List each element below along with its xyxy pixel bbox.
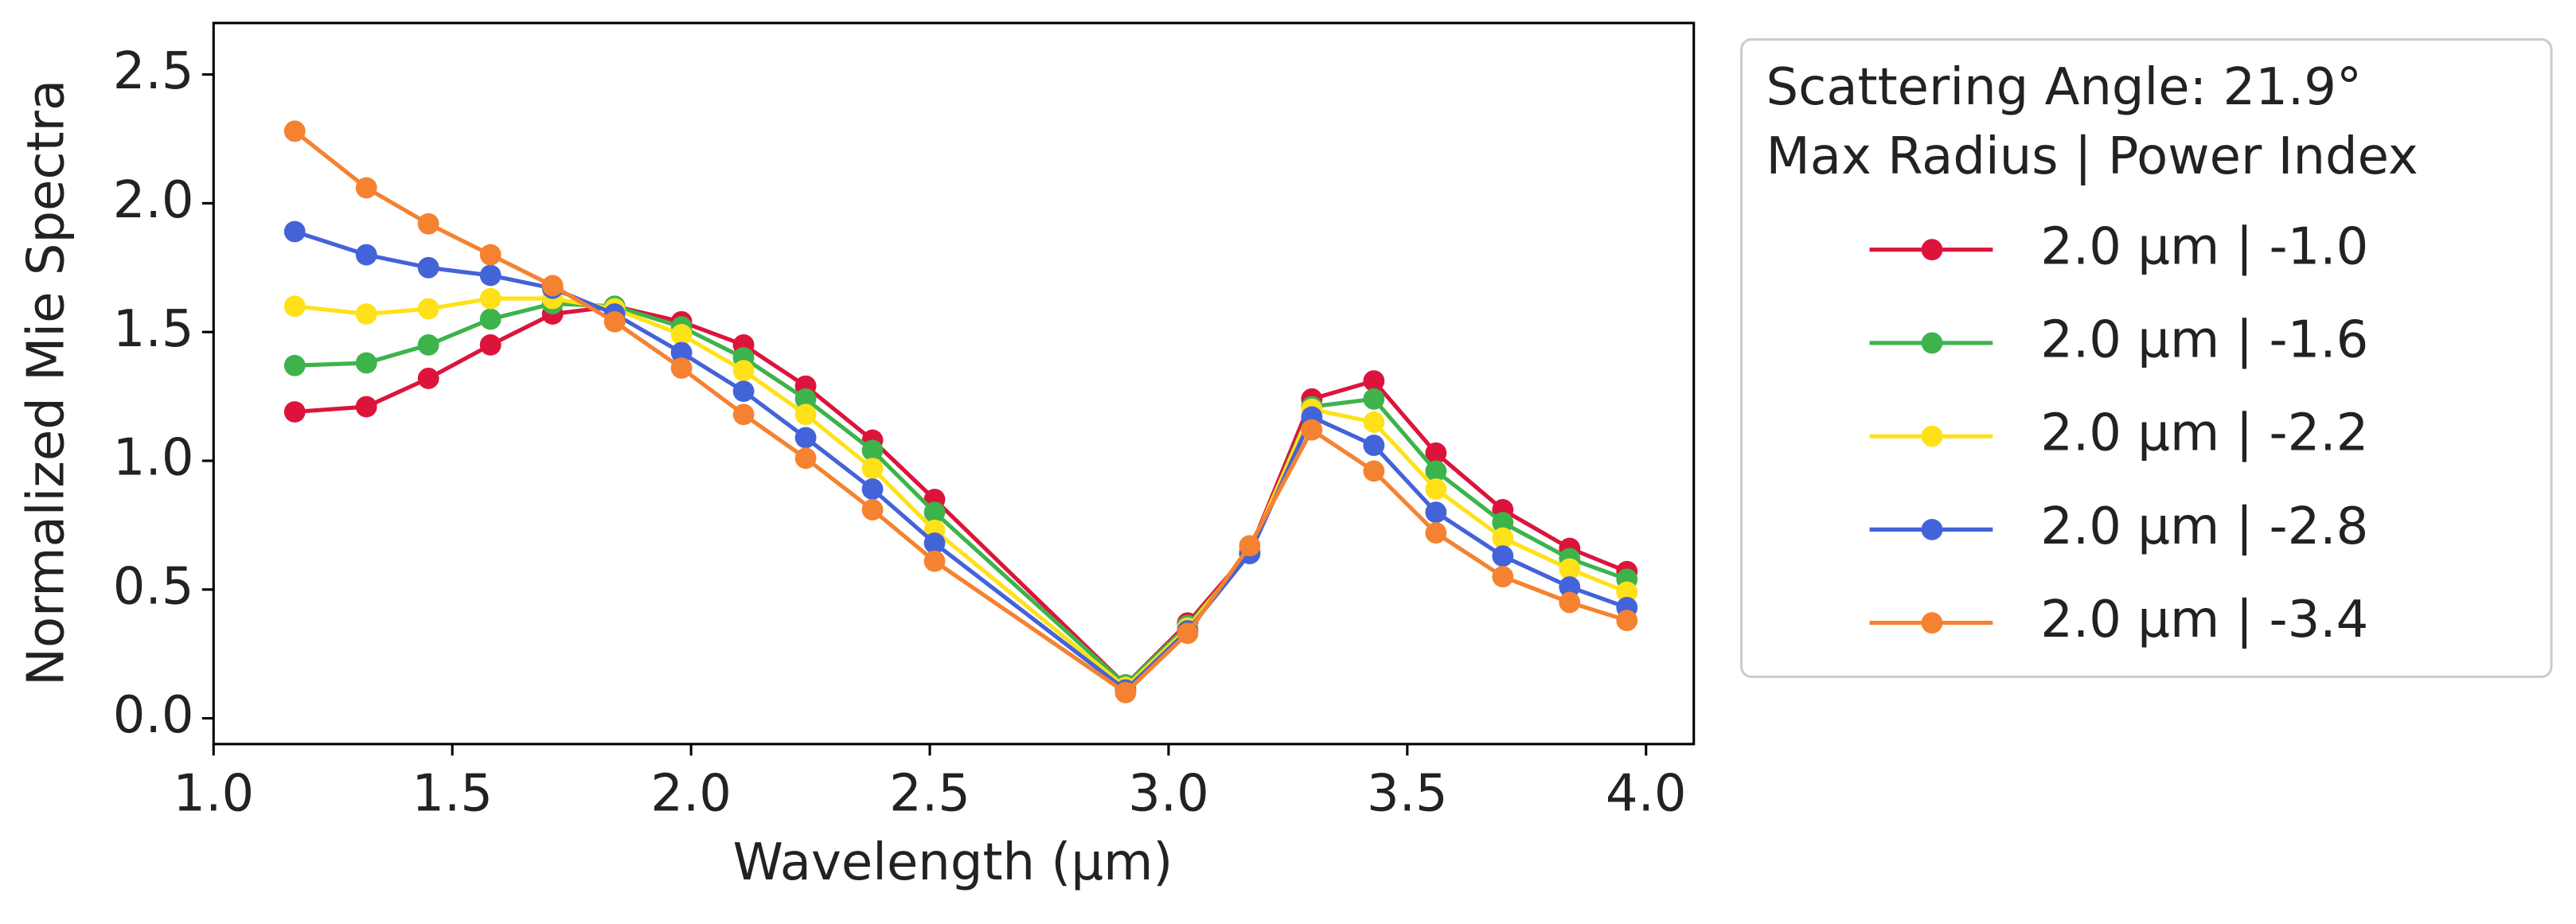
y-tick-label: 2.0 xyxy=(113,171,194,230)
legend-title: Max Radius | Power Index xyxy=(1766,127,2418,186)
data-point xyxy=(1425,522,1447,544)
x-tick-label: 1.5 xyxy=(412,765,493,824)
data-point xyxy=(1425,442,1447,464)
plot-frame xyxy=(212,21,1696,746)
legend-marker xyxy=(1921,612,1943,634)
data-point xyxy=(1425,501,1447,524)
data-point xyxy=(732,404,755,426)
legend-marker xyxy=(1921,332,1943,354)
legend-label: 2.0 μm | -2.2 xyxy=(2040,404,2368,463)
data-point xyxy=(1177,622,1199,645)
data-point xyxy=(794,404,817,426)
legend-title: Scattering Angle: 21.9° xyxy=(1766,58,2362,117)
data-point xyxy=(794,388,817,410)
data-point xyxy=(732,380,755,403)
data-point xyxy=(1616,610,1638,632)
data-point xyxy=(1301,419,1323,441)
x-tick-label: 2.5 xyxy=(889,765,970,824)
data-point xyxy=(861,458,884,480)
data-point xyxy=(1114,681,1137,704)
y-tick-label: 1.5 xyxy=(113,300,194,359)
legend-box xyxy=(1740,37,2553,678)
legend-label: 2.0 μm | -1.6 xyxy=(2040,311,2368,370)
data-point xyxy=(283,354,306,376)
data-point xyxy=(1492,545,1514,567)
data-point xyxy=(541,275,564,297)
data-point xyxy=(355,303,377,325)
data-point xyxy=(861,499,884,520)
data-point xyxy=(417,298,439,320)
data-point xyxy=(732,360,755,382)
data-point xyxy=(355,396,377,418)
data-point xyxy=(794,427,817,449)
data-point xyxy=(1492,527,1514,549)
legend-marker xyxy=(1921,239,1943,261)
data-point xyxy=(1559,576,1581,598)
legend-marker xyxy=(1921,425,1943,447)
data-point xyxy=(355,352,377,374)
data-point xyxy=(479,287,502,310)
y-tick-label: 1.0 xyxy=(113,429,194,488)
legend-marker xyxy=(1921,518,1943,540)
data-point xyxy=(1616,581,1638,603)
y-tick-label: 0.0 xyxy=(113,686,194,745)
x-axis-label: Wavelength (μm) xyxy=(733,833,1173,892)
data-point xyxy=(1492,566,1514,587)
data-point xyxy=(355,244,377,266)
series-line xyxy=(293,129,1628,696)
y-tick-label: 2.5 xyxy=(113,42,194,101)
data-point xyxy=(861,439,884,462)
data-point xyxy=(417,368,439,389)
data-point xyxy=(1425,478,1447,500)
data-point xyxy=(283,295,306,318)
x-tick-label: 1.0 xyxy=(173,765,254,824)
data-point xyxy=(283,401,306,423)
data-point xyxy=(670,357,693,379)
legend-label: 2.0 μm | -2.8 xyxy=(2040,497,2368,556)
data-point xyxy=(923,532,946,554)
data-point xyxy=(1363,370,1385,392)
data-point xyxy=(1559,558,1581,580)
x-tick-label: 2.0 xyxy=(650,765,732,824)
data-point xyxy=(1425,460,1447,482)
data-point xyxy=(479,333,502,356)
series-line xyxy=(295,304,1628,688)
data-point xyxy=(794,447,817,470)
y-axis-label: Normalized Mie Spectra xyxy=(17,80,76,686)
data-point xyxy=(1363,460,1385,482)
data-point xyxy=(283,220,306,243)
x-tick-label: 3.0 xyxy=(1128,765,1209,824)
data-point xyxy=(1363,388,1385,410)
data-point xyxy=(1363,435,1385,456)
legend-label: 2.0 μm | -1.0 xyxy=(2040,217,2368,276)
data-point xyxy=(1492,512,1514,534)
data-point xyxy=(861,478,884,500)
data-point xyxy=(355,177,377,199)
data-point xyxy=(1363,411,1385,433)
data-point xyxy=(923,550,946,572)
data-point xyxy=(603,310,626,333)
data-point xyxy=(417,333,439,356)
data-point xyxy=(479,264,502,287)
data-point xyxy=(283,120,306,142)
data-point xyxy=(670,341,693,364)
data-point xyxy=(670,324,693,345)
y-tick-label: 0.5 xyxy=(113,557,194,616)
data-point xyxy=(417,212,439,235)
data-point xyxy=(479,308,502,330)
data-point xyxy=(417,256,439,279)
legend-label: 2.0 μm | -3.4 xyxy=(2040,591,2368,649)
data-point xyxy=(1239,535,1261,557)
data-point xyxy=(923,501,946,524)
data-point xyxy=(1559,591,1581,614)
x-tick-label: 3.5 xyxy=(1367,765,1448,824)
data-point xyxy=(479,244,502,266)
x-tick-label: 4.0 xyxy=(1606,765,1687,824)
